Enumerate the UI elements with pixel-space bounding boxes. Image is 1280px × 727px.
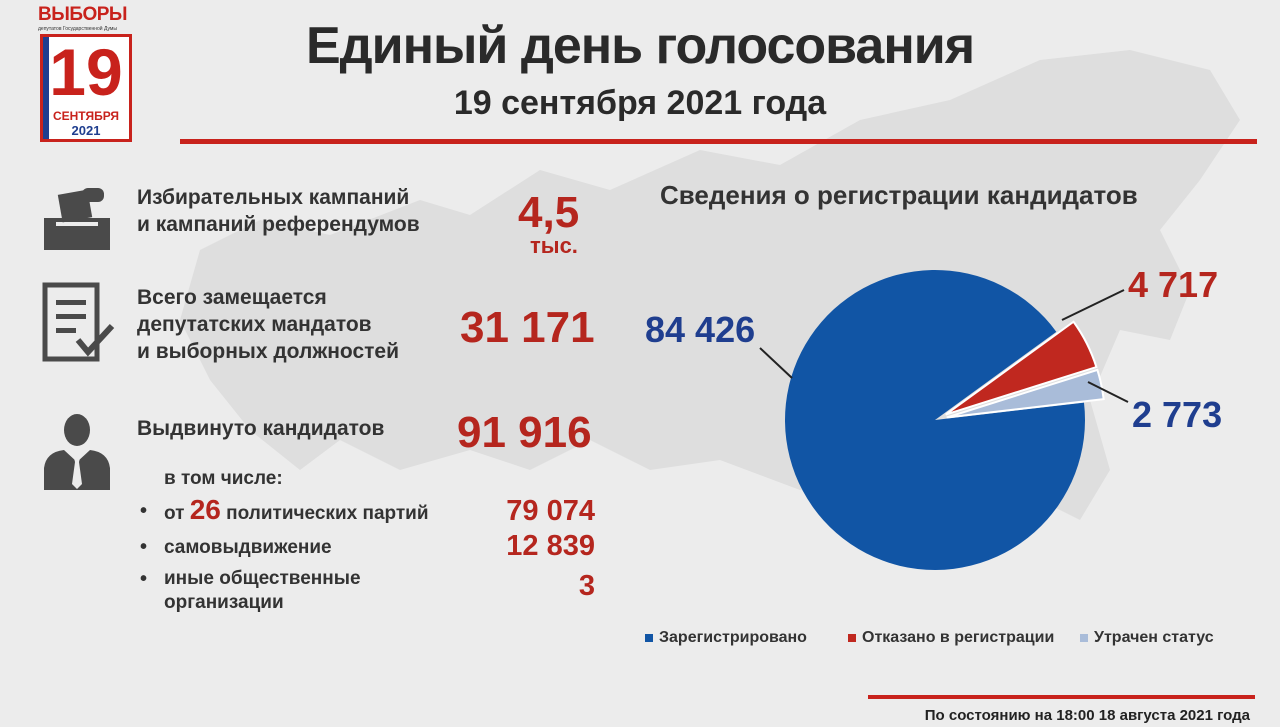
pie-slice-registered-leader-line — [759, 347, 793, 379]
including-label: в том числе: — [164, 468, 283, 489]
bullet-other: • — [140, 568, 148, 590]
legend-lost-label: Утрачен статус — [1094, 629, 1214, 646]
parties-count: 26 — [189, 494, 221, 525]
chart-title: Сведения о регистрации кандидатов — [660, 180, 1138, 210]
mandates-value: 31 171 — [460, 303, 595, 352]
self-nomination-value: 12 839 — [506, 530, 595, 562]
legend-refused-label: Отказано в регистрации — [862, 629, 1055, 646]
pie-slice-registered-value-label: 84 426 — [645, 309, 755, 350]
other-orgs-label-line2: организации — [164, 592, 284, 613]
logo-title: ВЫБОРЫ — [38, 4, 128, 25]
parties-label: от 26 политических партий — [164, 496, 429, 525]
logo-subtitle: депутатов Государственной Думы — [38, 26, 117, 32]
pie-slice-lost-leader-line — [1087, 381, 1129, 403]
logo-day: 19 — [49, 35, 123, 109]
campaigns-unit: тыс. — [530, 233, 578, 258]
campaigns-value: 4,5 — [518, 188, 580, 237]
pie-slice-refused-leader-line — [1061, 289, 1125, 321]
candidates-value: 91 916 — [457, 408, 592, 457]
self-nomination-label: самовыдвижение — [164, 537, 332, 558]
campaigns-label-line1: Избирательных кампаний — [137, 186, 410, 209]
campaigns-label-line2: и кампаний референдумов — [137, 213, 420, 236]
logo-blue-stripe — [43, 37, 49, 139]
legend-lost: Утрачен статус — [1080, 629, 1214, 647]
legend-refused: Отказано в регистрации — [848, 629, 1054, 647]
pie-slice-refused — [945, 320, 1098, 416]
parties-value: 79 074 — [506, 495, 595, 527]
legend-registered-swatch — [645, 633, 653, 642]
footer-divider — [868, 695, 1255, 699]
logo-year: 2021 — [71, 123, 101, 138]
page-subtitle: 19 сентября 2021 года — [453, 84, 827, 122]
document-check-icon — [42, 282, 115, 362]
mandates-label-line2: депутатских мандатов — [137, 313, 372, 336]
pie-slice-registered — [785, 270, 1085, 570]
legend-registered-label: Зарегистрировано — [659, 629, 807, 646]
bullet-self: • — [140, 536, 148, 558]
mandates-label-line1: Всего замещается — [137, 286, 327, 309]
footer-note: По состоянию на 18:00 18 августа 2021 го… — [924, 707, 1250, 724]
legend-refused-swatch — [848, 633, 856, 642]
page-title: Единый день голосования — [305, 17, 975, 75]
ballot-box-icon — [44, 188, 110, 250]
candidates-label: Выдвинуто кандидатов — [137, 417, 385, 440]
other-orgs-label-line1: иные общественные — [164, 568, 361, 589]
mandates-label-line3: и выборных должностей — [137, 340, 399, 363]
elections-logo: ВЫБОРЫ депутатов Государственной Думы 19… — [38, 4, 138, 142]
pie-slice-refused-value-label: 4 717 — [1128, 264, 1218, 305]
bullet-parties: • — [140, 500, 148, 522]
logo-date-box: 19 СЕНТЯБРЯ 2021 — [40, 34, 132, 142]
parties-suffix: политических партий — [226, 503, 429, 524]
pie-slice-lost-value-label: 2 773 — [1132, 394, 1222, 435]
pie-slice-lost — [946, 368, 1105, 419]
logo-month: СЕНТЯБРЯ — [52, 109, 120, 123]
candidate-person-icon — [44, 414, 110, 490]
legend-registered: Зарегистрировано — [645, 629, 807, 647]
header-divider — [180, 139, 1257, 144]
other-orgs-value: 3 — [578, 570, 595, 602]
parties-prefix: от — [164, 503, 185, 524]
legend-lost-swatch — [1080, 633, 1088, 642]
